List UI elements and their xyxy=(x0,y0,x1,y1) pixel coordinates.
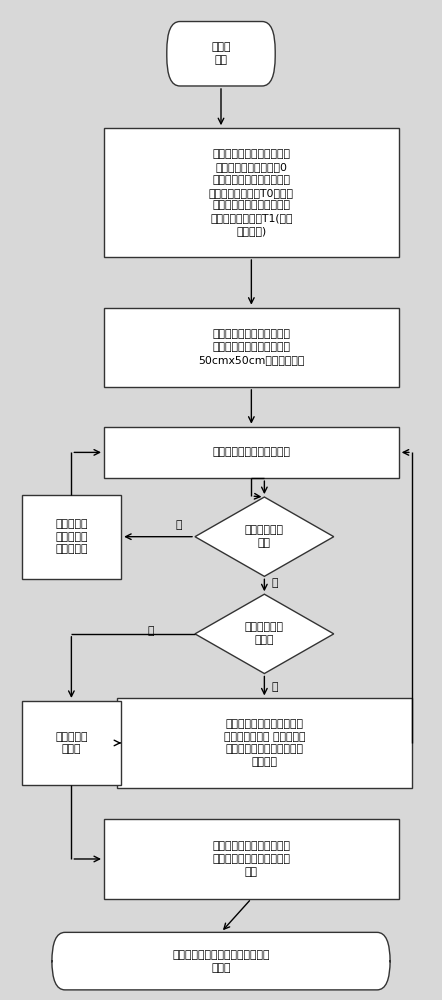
Bar xyxy=(22,701,121,785)
Text: 各通信模块数据解析、处理: 各通信模块数据解析、处理 xyxy=(212,447,290,457)
Polygon shape xyxy=(195,497,334,576)
Text: 采集图像并与之前相同位置
保存的图像进行 匹配和比较
，根据匹配比较结果进行分
析和计算: 采集图像并与之前相同位置 保存的图像进行 匹配和比较 ，根据匹配比较结果进行分 … xyxy=(224,719,305,767)
FancyBboxPatch shape xyxy=(52,932,390,990)
Text: 发生摔跤且未
记录: 发生摔跤且未 记录 xyxy=(245,525,284,548)
Polygon shape xyxy=(195,594,334,674)
Text: 否: 否 xyxy=(147,626,154,636)
Text: 将移动路线转化为驱动系统
控制任务并分配任务给驱动
系统: 将移动路线转化为驱动系统 控制任务并分配任务给驱动 系统 xyxy=(212,841,290,877)
Bar xyxy=(104,128,399,257)
Text: 主程序
开始: 主程序 开始 xyxy=(211,42,231,65)
Bar xyxy=(104,427,399,478)
Text: 系统各模块和变量初始化，
打开外部中断服务程序0
（碰撞、摔跤等传感器检测
中断）、定时中断T0（控制
隐形喷印机、光线扫描枪检
测等）、定时中断T1(控制
驱: 系统各模块和变量初始化， 打开外部中断服务程序0 （碰撞、摔跤等传感器检测 中断… xyxy=(209,149,294,236)
Text: 是: 是 xyxy=(175,520,182,530)
Text: 附近是否有摔
折标记: 附近是否有摔 折标记 xyxy=(245,622,284,645)
Bar xyxy=(104,308,399,387)
Text: 记录位置信
息，并采集
和保存图像: 记录位置信 息，并采集 和保存图像 xyxy=(55,519,88,554)
Text: 通过人机交互装置实时输出当前状
态信息: 通过人机交互装置实时输出当前状 态信息 xyxy=(172,950,270,973)
Bar xyxy=(104,819,399,899)
FancyBboxPatch shape xyxy=(167,22,275,86)
Text: 否: 否 xyxy=(271,578,278,588)
Text: 设置喷印内容为带平面坐标
信息的二维码、喷印区域为
50cmx50cm等参数默认值: 设置喷印内容为带平面坐标 信息的二维码、喷印区域为 50cmx50cm等参数默认… xyxy=(198,329,305,365)
Text: 是: 是 xyxy=(271,682,278,692)
Bar xyxy=(22,495,121,579)
Text: 制定新的移
动路线: 制定新的移 动路线 xyxy=(55,732,88,754)
Bar xyxy=(117,698,412,788)
